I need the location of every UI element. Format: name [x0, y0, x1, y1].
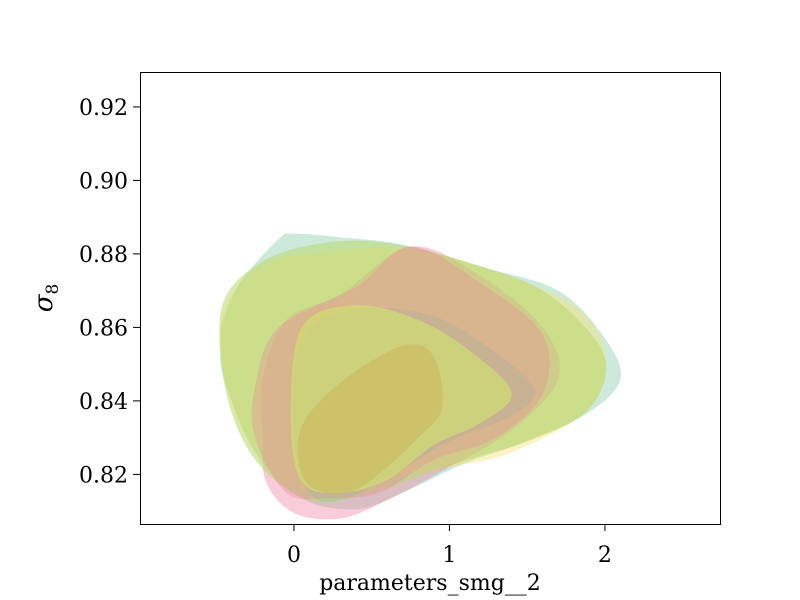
- x-tick-label: 2: [598, 543, 612, 568]
- x-axis-ticks: 0 1 2: [287, 524, 612, 568]
- y-tick-label: 0.88: [79, 243, 128, 268]
- x-tick-label: 1: [442, 543, 456, 568]
- contour-region-inner-6: [290, 305, 512, 493]
- y-tick-label: 0.82: [79, 463, 128, 488]
- y-tick-label: 0.92: [79, 96, 128, 121]
- y-tick-label: 0.90: [79, 169, 128, 194]
- svg-text:σ8: σ8: [29, 284, 63, 313]
- x-axis-label: parameters_smg__2: [319, 571, 541, 596]
- y-axis-label: σ8: [29, 284, 63, 313]
- contour-region-inner-7: [290, 305, 512, 493]
- contour-regions: [219, 233, 622, 520]
- y-axis-ticks: 0.82 0.84 0.86 0.88 0.90 0.92: [79, 96, 140, 488]
- contour-region-core-8: [297, 344, 443, 494]
- y-tick-label: 0.86: [79, 316, 128, 341]
- y-axis-label-subscript: 8: [43, 284, 63, 295]
- y-axis-label-symbol: σ: [29, 293, 59, 312]
- y-tick-label: 0.84: [79, 390, 128, 415]
- x-tick-label: 0: [287, 543, 301, 568]
- plot-frame: [140, 72, 721, 525]
